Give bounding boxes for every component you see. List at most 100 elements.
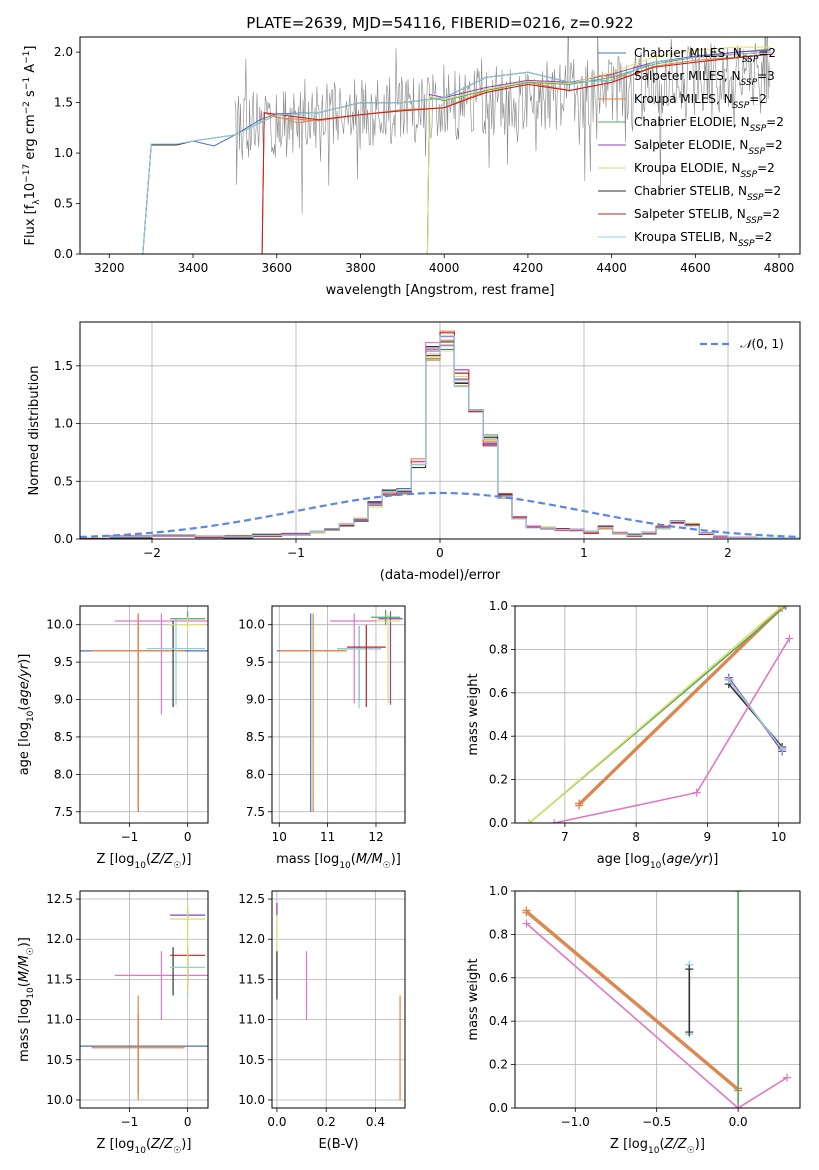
weight-point-marker [734,891,743,895]
x-tick-label: 4600 [680,261,711,275]
errorbar-point [114,613,208,715]
x-tick-label: 3600 [261,261,292,275]
errorbar-point [91,995,185,1100]
y-tick-label: 0.0 [54,532,73,546]
y-axis-label: mass weight [466,958,481,1040]
legend-entry: Chabrier ELODIE, NSSP=2 [634,115,784,134]
legend-entry: Salpeter MILES, NSSP=3 [634,69,775,88]
x-tick-label: 4000 [429,261,460,275]
x-tick-label: 2 [724,546,732,560]
weight-point-marker [522,919,531,928]
y-tick-label: 10.5 [238,1053,265,1067]
y-tick-label: 0.0 [489,1101,508,1115]
y-tick-label: 0.2 [489,1058,508,1072]
plot-area [80,330,800,539]
errorbar-point [337,626,381,709]
x-tick-label: 10 [771,830,786,844]
weight-series [575,606,787,810]
axes-mass-vs-ebv: 0.0 0.2 0.4 10.0 10.5 11.0 11.5 12.0 12.5 [238,890,406,1129]
plot-area [525,606,794,823]
axes-frame [514,605,801,824]
y-tick-label: 8.5 [246,730,265,744]
y-axis-label: mass [log10(M/M☉)] [17,937,36,1062]
plot-area [276,609,403,812]
y-tick-label: 10.0 [46,1093,73,1107]
x-tick-label: 0 [184,1115,192,1129]
y-tick-label: 10.0 [238,1093,265,1107]
y-tick-label: 9.0 [246,693,265,707]
weight-point-marker [550,819,559,823]
weight-point-marker [724,675,733,684]
axes-frame [79,890,209,1109]
y-tick-label: 12.0 [46,932,73,946]
plot-area [522,891,791,1108]
x-tick-label: −1 [121,1115,139,1129]
x-tick-label: 9 [704,830,712,844]
model-series-line [100,53,771,254]
histogram-step [80,335,800,539]
model-series-line [100,46,771,254]
y-tick-label: 9.5 [54,655,73,669]
x-tick-label: 3400 [178,261,209,275]
y-tick-label: 0.0 [54,247,73,261]
errorbar-point [146,618,206,705]
x-tick-label: 3800 [345,261,376,275]
y-tick-label: 8.0 [54,767,73,781]
x-axis-label: Z [log10(Z/Z☉)] [610,1137,705,1156]
y-tick-label: 0.6 [489,971,508,985]
axes-age-vs-mass: 10 11 12 7.5 8.0 8.5 9.0 9.5 10.0 [238,605,406,844]
x-tick-label: 7 [561,830,569,844]
x-tick-label: 1 [580,546,588,560]
errorbar-point [346,624,386,708]
weight-point-marker [685,1028,694,1037]
x-tick-label: 10 [272,830,287,844]
y-tick-label: 11.5 [238,972,265,986]
x-axis-label: age [log10(age/yr)] [597,852,719,871]
weight-point-marker [685,965,694,974]
legend-entry: Salpeter ELODIE, NSSP=2 [634,138,783,157]
weight-series [525,606,787,823]
axes-frame [79,321,801,540]
y-tick-label: 0.5 [54,474,73,488]
axes-residuals: −2 −1 0 1 2 0.0 0.5 1.0 1.5 [54,321,801,560]
y-tick-label: 10.0 [46,618,73,632]
errorbar-point [91,613,185,812]
y-tick-label: 11.0 [238,1013,265,1027]
x-tick-label: 0.4 [366,1115,385,1129]
plot-area [80,903,208,1100]
legend-entry: Chabrier STELIB, NSSP=2 [634,184,781,203]
legend-entry: Kroupa ELODIE, NSSP=2 [634,161,775,180]
y-axis-label: age [log10(age/yr)] [17,654,36,776]
weight-series-line [525,912,739,1092]
x-tick-label: −1.0 [561,1115,590,1129]
y-axis-label: Normed distribution [27,366,42,496]
errorbar-point [114,951,208,1020]
axes-frame [514,890,801,1109]
y-tick-label: 0.6 [489,686,508,700]
weight-series-line [525,909,739,1090]
x-tick-label: 0 [436,546,444,560]
axes-age-vs-Z: −1 0 7.5 8.0 8.5 9.0 9.5 10.0 [46,605,209,844]
y-tick-label: 9.0 [54,693,73,707]
axes-mass-vs-Z: −1 0 10.0 10.5 11.0 11.5 12.0 12.5 [46,890,209,1129]
y-tick-label: 11.0 [46,1013,73,1027]
weight-point-marker [785,634,794,643]
weight-series [724,675,787,754]
y-tick-label: 0.0 [489,816,508,830]
axes-frame [79,605,209,824]
y-tick-label: 11.5 [46,972,73,986]
model-series-line [100,53,771,254]
weight-series-line [728,679,783,750]
y-tick-label: 1.0 [54,417,73,431]
normal-curve-line [80,491,800,539]
x-tick-label: 4800 [764,261,795,275]
x-axis-label: mass [log10(M/M☉)] [276,852,401,871]
errorbar-point [371,609,401,625]
y-tick-label: 10.5 [46,1053,73,1067]
plot-area [80,611,208,812]
y-tick-label: 1.0 [489,884,508,898]
x-tick-label: −0.5 [642,1115,671,1129]
x-axis-label: wavelength [Angstrom, rest frame] [326,283,555,298]
y-tick-label: 10.0 [238,618,265,632]
y-tick-label: 1.0 [489,599,508,613]
